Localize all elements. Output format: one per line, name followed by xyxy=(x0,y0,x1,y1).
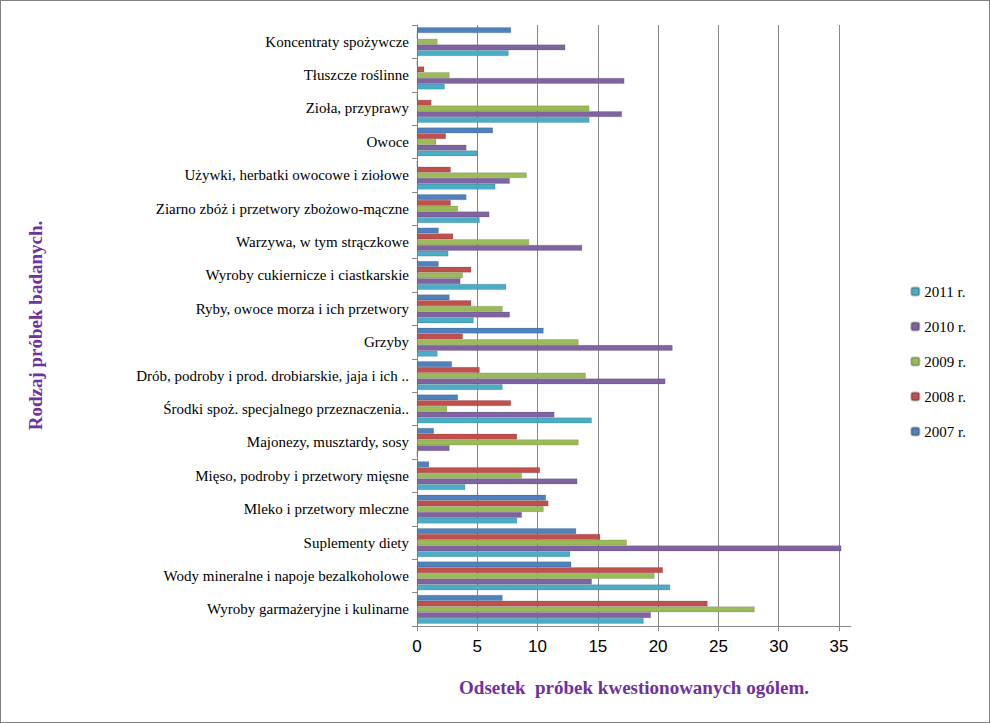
svg-text:Grzyby: Grzyby xyxy=(364,334,409,350)
svg-text:0: 0 xyxy=(412,637,421,656)
svg-text:5: 5 xyxy=(473,637,482,656)
svg-text:Rodzaj próbek badanych.: Rodzaj próbek badanych. xyxy=(25,221,46,431)
svg-text:Zioła, przyprawy: Zioła, przyprawy xyxy=(306,100,410,116)
svg-text:Tłuszcze roślinne: Tłuszcze roślinne xyxy=(304,67,410,83)
svg-text:35: 35 xyxy=(829,637,848,656)
svg-text:Używki, herbatki owocowe i zio: Używki, herbatki owocowe i ziołowe xyxy=(184,167,409,183)
svg-text:Ziarno zbóż i przetwory zbożow: Ziarno zbóż i przetwory zbożowo-mączne xyxy=(156,201,410,217)
svg-text:Koncentraty spożywcze: Koncentraty spożywcze xyxy=(265,34,409,50)
svg-text:Majonezy, musztardy, sosy: Majonezy, musztardy, sosy xyxy=(247,434,410,450)
svg-text:25: 25 xyxy=(709,637,728,656)
svg-text:2009 r.: 2009 r. xyxy=(924,354,966,370)
svg-text:Wyroby cukiernicze i ciastkars: Wyroby cukiernicze i ciastkarskie xyxy=(205,267,409,283)
svg-text:Wyroby garmażeryjne i kulinarn: Wyroby garmażeryjne i kulinarne xyxy=(207,601,409,617)
svg-text:Odsetek próbek kwestionowanyc: Odsetek próbek kwestionowanych ogólem. xyxy=(459,677,809,698)
svg-text:Wody mineralne i napoje bezalk: Wody mineralne i napoje bezalkoholowe xyxy=(164,568,410,584)
svg-text:20: 20 xyxy=(649,637,668,656)
svg-text:Owoce: Owoce xyxy=(367,134,410,150)
svg-text:10: 10 xyxy=(528,637,547,656)
svg-text:Mleko i przetwory mleczne: Mleko i przetwory mleczne xyxy=(244,501,410,517)
svg-text:Mięso, podroby i przetwory mię: Mięso, podroby i przetwory mięsne xyxy=(195,468,409,484)
svg-text:2011 r.: 2011 r. xyxy=(924,284,965,300)
svg-text:Ryby, owoce morza i ich przetw: Ryby, owoce morza i ich przetwory xyxy=(196,301,410,317)
svg-text:2010 r.: 2010 r. xyxy=(924,319,966,335)
svg-text:2008 r.: 2008 r. xyxy=(924,389,966,405)
svg-text:30: 30 xyxy=(769,637,788,656)
svg-text:Warzywa, w tym strączkowe: Warzywa, w tym strączkowe xyxy=(236,234,409,250)
svg-text:2007 r.: 2007 r. xyxy=(924,424,966,440)
svg-text:Suplementy diety: Suplementy diety xyxy=(304,535,410,551)
svg-text:Środki spoż. specjalnego przez: Środki spoż. specjalnego przeznaczenia.. xyxy=(163,401,409,417)
svg-text:Drób, podroby i prod. drobiars: Drób, podroby i prod. drobiarskie, jaja … xyxy=(136,368,409,384)
svg-text:15: 15 xyxy=(588,637,607,656)
